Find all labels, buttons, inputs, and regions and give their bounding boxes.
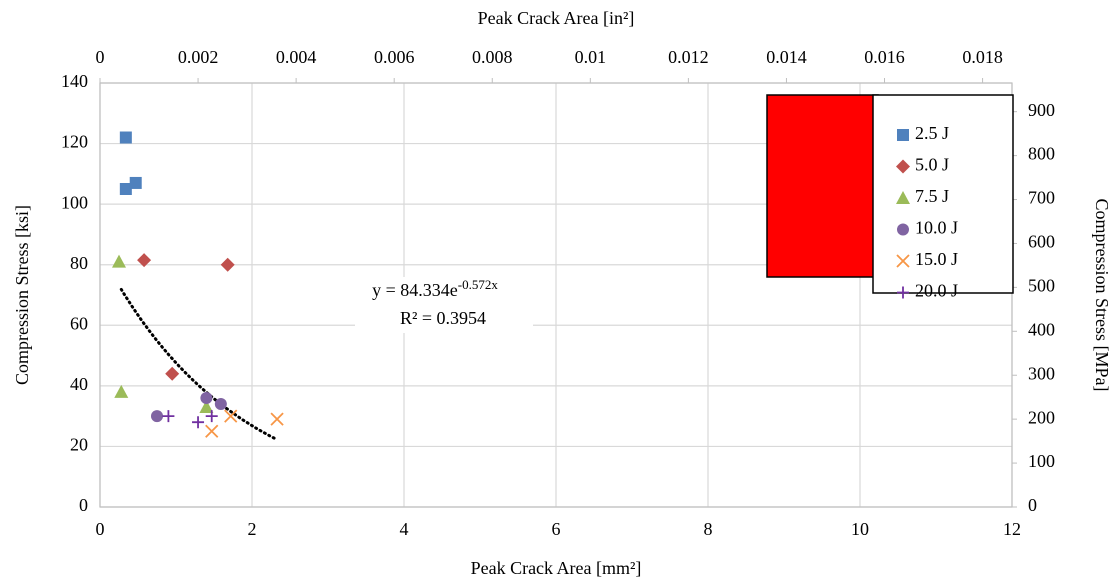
x-axis-title: Peak Crack Area [mm²] — [471, 558, 642, 578]
y2-tick-label: 100 — [1028, 451, 1055, 471]
legend-label: 20.0 J — [915, 281, 958, 301]
point — [224, 409, 238, 423]
point — [192, 416, 205, 429]
x-tick-label: 8 — [704, 519, 713, 539]
y2-tick-label: 500 — [1028, 276, 1055, 296]
point — [205, 410, 218, 423]
x2-tick-label: 0.006 — [374, 47, 415, 67]
x2-tick-label: 0.016 — [864, 47, 905, 67]
trendline-r2: R² = 0.3954 — [400, 308, 486, 328]
trendline-equation: y = 84.334e-0.572x — [372, 277, 498, 300]
x2-tick-label: 0.014 — [766, 47, 807, 67]
point — [129, 176, 142, 189]
legend-box — [872, 94, 1014, 294]
y2-tick-label: 0 — [1028, 495, 1037, 515]
legend-label: 15.0 J — [915, 249, 958, 269]
y2-tick-label: 600 — [1028, 232, 1055, 252]
point — [112, 254, 126, 268]
legend-label: 10.0 J — [915, 218, 958, 238]
trendline — [119, 287, 277, 440]
point — [205, 424, 219, 438]
legend-marker — [897, 129, 909, 141]
x2-tick-label: 0.018 — [962, 47, 1003, 67]
y2-axis-title: Compression Stress [MPa] — [1092, 199, 1112, 392]
x2-tick-label: 0.012 — [668, 47, 709, 67]
x-tick-label: 12 — [1003, 519, 1021, 539]
trendline-label-box — [355, 277, 533, 333]
y-tick-label: 0 — [79, 495, 88, 515]
legend-marker — [897, 223, 909, 236]
y2-tick-label: 800 — [1028, 144, 1055, 164]
x-tick-label: 4 — [400, 519, 409, 539]
x2-tick-label: 0 — [96, 47, 105, 67]
y-tick-label: 100 — [61, 192, 88, 212]
y-tick-label: 20 — [70, 435, 88, 455]
y-tick-label: 80 — [70, 253, 88, 273]
x2-tick-label: 0.01 — [575, 47, 607, 67]
point — [119, 183, 132, 195]
trendline-equation-base: y = 84.334e — [372, 280, 458, 300]
y-tick-label: 60 — [70, 313, 88, 333]
y2-tick-label: 700 — [1028, 188, 1055, 208]
y-tick-label: 140 — [61, 71, 88, 91]
x2-tick-label: 0.002 — [178, 47, 219, 67]
trendline-equation-exponent: -0.572x — [458, 277, 499, 292]
point — [151, 410, 163, 423]
y2-tick-label: 200 — [1028, 407, 1055, 427]
point — [137, 253, 152, 268]
x-tick-label: 6 — [552, 519, 561, 539]
point — [199, 400, 214, 414]
redacted-image — [766, 94, 879, 278]
x-tick-label: 2 — [248, 519, 257, 539]
x-tick-label: 0 — [96, 519, 105, 539]
legend-label: 2.5 J — [915, 123, 949, 143]
y-tick-label: 120 — [61, 132, 88, 152]
point — [270, 412, 284, 426]
y2-tick-label: 300 — [1028, 363, 1055, 383]
point — [165, 366, 180, 381]
y-axis-title: Compression Stress [ksi] — [12, 205, 32, 385]
point — [214, 398, 227, 411]
y-tick-label: 40 — [70, 374, 88, 394]
point — [114, 384, 129, 398]
legend-marker — [896, 254, 910, 268]
point — [220, 257, 235, 272]
legend-label: 7.5 J — [915, 186, 949, 206]
y2-tick-label: 400 — [1028, 319, 1055, 339]
y2-tick-label: 900 — [1028, 100, 1055, 120]
x2-axis-title: Peak Crack Area [in²] — [478, 8, 635, 28]
legend-marker — [896, 159, 910, 174]
point — [162, 410, 175, 423]
point — [200, 391, 213, 404]
plot-frame — [99, 82, 1013, 508]
x2-tick-label: 0.004 — [276, 47, 317, 67]
legend-marker — [897, 286, 909, 299]
legend-label: 5.0 J — [915, 155, 949, 175]
point — [119, 131, 132, 144]
x-tick-label: 10 — [851, 519, 869, 539]
x2-tick-label: 0.008 — [472, 47, 513, 67]
legend-marker — [896, 191, 910, 204]
